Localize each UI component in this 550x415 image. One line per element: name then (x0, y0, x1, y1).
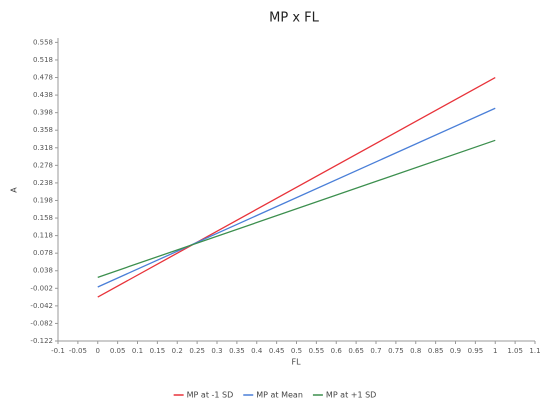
x-tick-label: 0.9 (450, 347, 461, 355)
x-tick-label: 0.35 (229, 347, 245, 355)
x-tick-label: 0.85 (428, 347, 444, 355)
x-tick-label: 0.6 (331, 347, 343, 355)
x-tick-label: 0.5 (291, 347, 302, 355)
y-tick-label: 0.358 (33, 126, 53, 134)
y-axis-title: A (10, 187, 19, 193)
x-axis-title: FL (291, 358, 301, 367)
chart-title: MP x FL (269, 11, 319, 26)
y-tick-label: 0.558 (33, 38, 53, 46)
x-tick-label: 0.15 (150, 347, 166, 355)
y-tick-label: -0.042 (30, 302, 53, 310)
x-tick-label: 0.55 (309, 347, 325, 355)
x-tick-label: 0.8 (410, 347, 421, 355)
x-tick-label: 1.1 (529, 347, 540, 355)
x-tick-label: 0.45 (269, 347, 285, 355)
y-tick-label: 0.158 (33, 214, 53, 222)
x-tick-label: 0.4 (251, 347, 263, 355)
x-tick-label: 0.75 (388, 347, 404, 355)
series-line (97, 107, 496, 288)
y-tick-label: 0.318 (33, 144, 53, 152)
y-tick-label: 0.278 (33, 161, 53, 169)
x-tick-label: 0.95 (468, 347, 484, 355)
y-tick-label: 0.238 (33, 179, 53, 187)
x-tick-label: 0.05 (110, 347, 126, 355)
legend-label: MP at Mean (256, 391, 303, 400)
legend-label: MP at -1 SD (187, 391, 234, 400)
y-tick-label: 0.478 (33, 74, 53, 82)
y-tick-label: 0.438 (33, 91, 53, 99)
x-tick-label: -0.05 (69, 347, 87, 355)
legend: MP at -1 SD MP at Mean MP at +1 SD (173, 391, 376, 400)
series-line (97, 76, 496, 298)
x-tick-label: 0 (96, 347, 100, 355)
y-tick-label: 0.398 (33, 109, 53, 117)
y-tick-label: 0.078 (33, 249, 53, 257)
y-tick-label: 0.198 (33, 196, 53, 204)
x-tick-label: 1 (493, 347, 497, 355)
x-tick-label: -0.1 (51, 347, 65, 355)
x-tick-label: 0.1 (132, 347, 143, 355)
y-tick-label: -0.122 (30, 337, 53, 345)
y-tick-label: 0.038 (33, 267, 53, 275)
y-tick-label: -0.082 (30, 319, 53, 327)
x-tick-label: 0.3 (211, 347, 222, 355)
legend-label: MP at +1 SD (326, 391, 376, 400)
y-tick-label: 0.118 (33, 232, 53, 240)
x-tick-label: 1.05 (507, 347, 523, 355)
y-tick-label: -0.002 (30, 284, 53, 292)
x-tick-label: 0.7 (370, 347, 381, 355)
x-tick-label: 0.2 (172, 347, 183, 355)
series-line (97, 139, 496, 278)
y-tick-label: 0.518 (33, 56, 53, 64)
x-tick-label: 0.25 (189, 347, 205, 355)
x-tick-label: 0.65 (348, 347, 364, 355)
